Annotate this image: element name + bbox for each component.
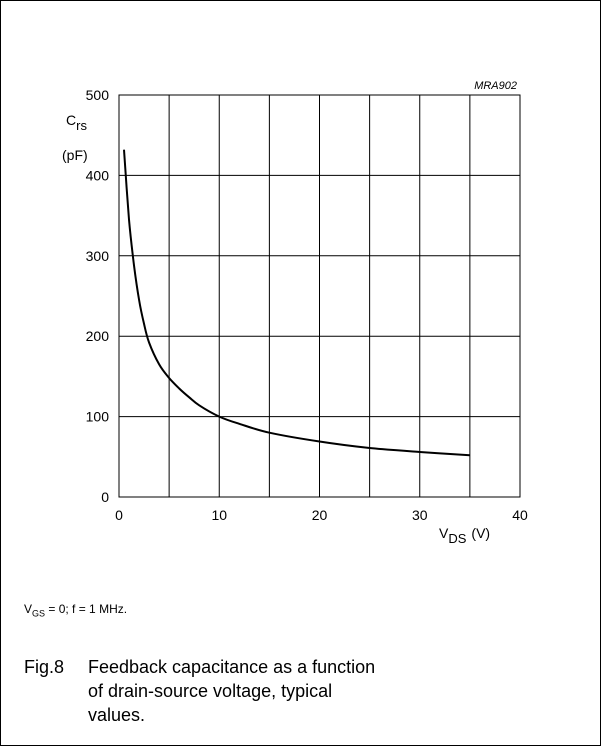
- x-tick-label: 0: [115, 507, 123, 523]
- plot-area: [118, 94, 521, 498]
- x-tick-label: 20: [312, 507, 328, 523]
- x-tick-label: 10: [211, 507, 227, 523]
- y-tick-label: 200: [86, 328, 110, 344]
- figure-caption-text: Feedback capacitance as a function of dr…: [88, 657, 376, 725]
- series-line: [123, 149, 470, 457]
- y-tick-label: 300: [86, 248, 110, 264]
- y-tick-label: 500: [86, 87, 110, 103]
- y-tick-label: 100: [86, 409, 110, 425]
- x-axis-label: VDS (V): [439, 525, 490, 546]
- x-tick-label: 40: [512, 507, 528, 523]
- y-axis-label: Crs: [66, 112, 87, 133]
- figure-code: MRA902: [474, 80, 517, 92]
- x-tick-label: 30: [412, 507, 428, 523]
- y-tick-label: 0: [101, 489, 109, 505]
- y-axis-unit: (pF): [62, 147, 88, 163]
- y-tick-label: 400: [86, 167, 110, 183]
- chart-grid: [119, 95, 520, 497]
- figure-number: Fig.8: [24, 657, 65, 677]
- measurement-conditions: VGS = 0; f = 1 MHz.: [24, 602, 128, 619]
